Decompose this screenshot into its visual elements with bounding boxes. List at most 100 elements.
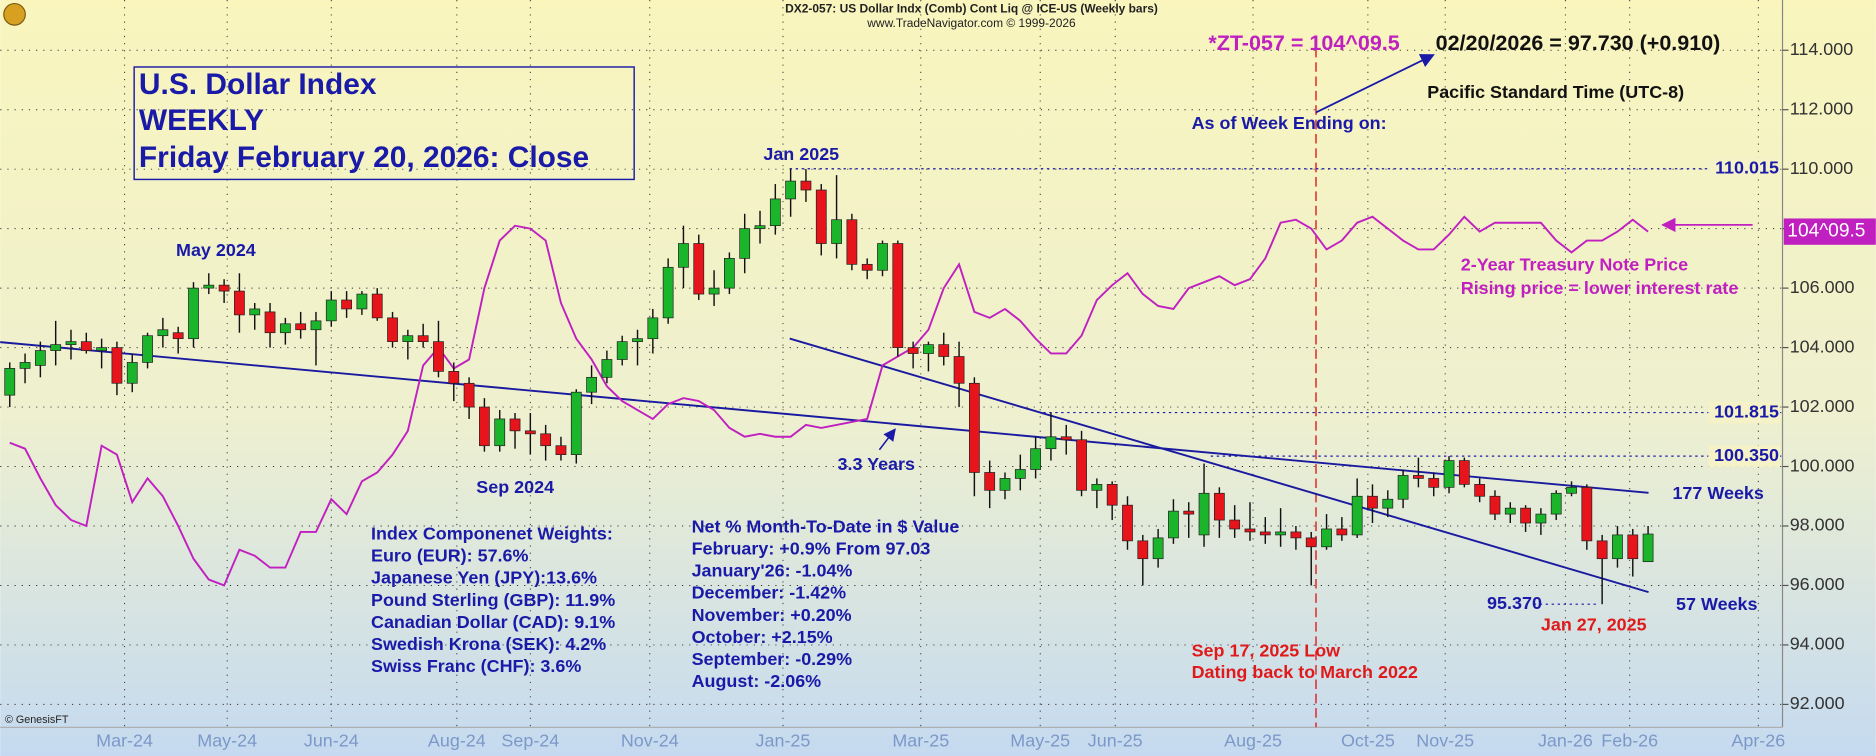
- candle-body: [218, 284, 230, 292]
- candle-body: [1076, 439, 1087, 491]
- candle-body: [724, 258, 735, 289]
- list-item: January'26: -1.04%: [692, 561, 853, 581]
- candle-body: [846, 219, 858, 265]
- week-ending: As of Week Ending on:: [1192, 113, 1387, 133]
- candle-body: [234, 290, 245, 316]
- candle-body: [417, 335, 429, 343]
- level-label: 100.350: [1714, 445, 1779, 465]
- candle-body: [1183, 510, 1195, 515]
- candle-body: [96, 347, 107, 351]
- list-item: Japanese Yen (JPY):13.6%: [371, 568, 597, 588]
- x-tick-label: Jan-25: [756, 730, 811, 750]
- candle-body: [1290, 531, 1302, 539]
- overlay-axis-label-bg: [1783, 218, 1876, 245]
- annotation: 177 Weeks: [1672, 483, 1763, 503]
- candle-body: [1213, 492, 1225, 521]
- low-label: 95.370: [1487, 593, 1542, 613]
- candle-body: [1642, 533, 1654, 563]
- candle-body: [1030, 448, 1042, 470]
- candle-body: [80, 341, 92, 351]
- y-tick-label: 106.000: [1790, 277, 1855, 297]
- candle-body: [1428, 478, 1440, 488]
- candle-body: [1014, 469, 1026, 479]
- candle-body: [1566, 486, 1577, 494]
- arrow: [1315, 54, 1435, 114]
- candle-body: [831, 219, 842, 244]
- candle-body: [953, 356, 965, 384]
- candle-body: [1489, 495, 1501, 515]
- x-tick-label: Mar-25: [892, 730, 949, 750]
- candle-body: [1275, 531, 1286, 536]
- candle-body: [1351, 495, 1363, 536]
- y-tick-label: 114.000: [1790, 39, 1854, 59]
- level-label-bg: [1708, 445, 1781, 467]
- candle-body: [1336, 528, 1348, 536]
- candle-body: [188, 287, 199, 340]
- x-tick-label: May-24: [197, 730, 257, 750]
- candle-body: [279, 323, 291, 334]
- y-tick-label: 102.000: [1790, 396, 1855, 416]
- x-tick-label: Sep-24: [501, 730, 559, 750]
- candle-body: [1060, 436, 1072, 441]
- logo: [3, 2, 26, 26]
- annotation: Jan 27, 2025: [1541, 614, 1647, 634]
- candle-body: [1382, 498, 1394, 509]
- candle-body: [678, 243, 689, 268]
- candle-body: [463, 382, 475, 408]
- candle-body: [1520, 507, 1531, 524]
- axes: 92.000 94.000 96.000 98.000 100.000 102.000 10…: [96, 39, 1876, 750]
- candle-body: [371, 293, 383, 319]
- candle-body: [249, 308, 261, 316]
- y-tick-label: 94.000: [1790, 634, 1845, 654]
- list-item: November: +0.20%: [692, 605, 852, 625]
- candle-body: [586, 376, 597, 393]
- candle-body: [509, 418, 521, 432]
- lists: Index Componenet Weights: Euro (EUR): 57.…: [371, 516, 959, 691]
- candle-body: [203, 284, 215, 289]
- candle-body: [126, 362, 138, 384]
- x-tick-label: Oct-25: [1341, 730, 1395, 750]
- x-tick-label: Jan-26: [1538, 730, 1593, 750]
- candle-body: [1106, 484, 1118, 506]
- candle-body: [1581, 486, 1593, 542]
- candle-body: [142, 335, 153, 363]
- candle-body: [555, 445, 567, 455]
- candle-body: [1627, 534, 1639, 560]
- candle-body: [310, 320, 322, 331]
- y-tick-label: 104.000: [1790, 336, 1855, 356]
- candle-body: [1229, 519, 1241, 530]
- candle-body: [65, 341, 77, 345]
- candle-body: [1458, 460, 1470, 485]
- list-item: August: -2.06%: [692, 671, 822, 691]
- candles: [4, 168, 1654, 605]
- annotation: 3.3 Years: [838, 454, 916, 474]
- candle-body: [479, 406, 490, 447]
- annotation: Dating back to March 2022: [1192, 662, 1418, 682]
- candle-body: [19, 362, 31, 369]
- candle-body: [1091, 484, 1103, 491]
- list-item: Swedish Krona (SEK): 4.2%: [371, 634, 606, 654]
- symbol-line: DX2-057: US Dollar Indx (Comb) Cont Liq …: [785, 2, 1158, 16]
- candle-body: [769, 198, 781, 227]
- level-label-bg: [1708, 157, 1781, 180]
- candle-body: [861, 263, 873, 271]
- candle-body: [647, 317, 659, 340]
- candle-body: [524, 430, 536, 435]
- candle-body: [50, 344, 62, 351]
- candle-body: [739, 228, 751, 259]
- candle-body: [448, 371, 460, 384]
- x-tick-label: Jun-25: [1088, 730, 1143, 750]
- candle-body: [1367, 495, 1378, 509]
- candle-body: [1321, 528, 1332, 548]
- candle-body: [4, 368, 16, 396]
- overlay-name: 2-Year Treasury Note Price: [1461, 254, 1688, 274]
- candle-body: [1413, 475, 1424, 479]
- candle-body: [1397, 475, 1409, 500]
- reference-lines: [0, 47, 1783, 728]
- copyright: www.TradeNavigator.com © 1999-2026: [866, 16, 1076, 30]
- candle-body: [433, 341, 444, 372]
- time-zone: Pacific Standard Time (UTC-8): [1427, 82, 1684, 102]
- x-tick-label: May-25: [1010, 730, 1070, 750]
